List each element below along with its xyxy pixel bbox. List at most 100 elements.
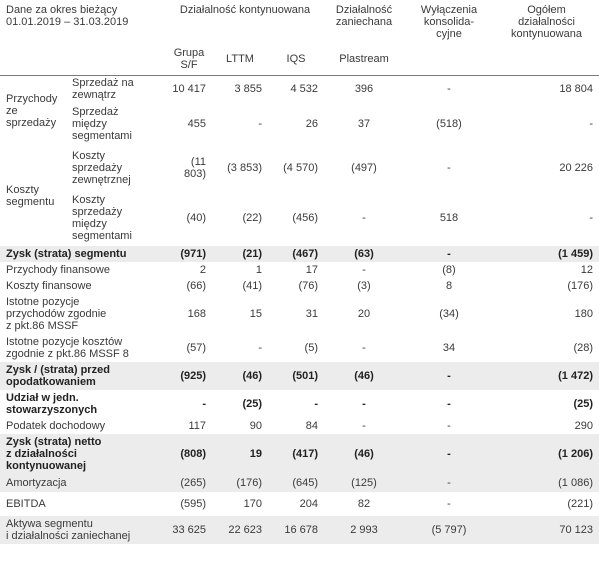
row-label: Przychody finansowe bbox=[6, 263, 110, 276]
cell-grupa: (265) bbox=[166, 473, 212, 492]
cell-plastream: - bbox=[362, 419, 366, 432]
cell-iqs: 84 bbox=[305, 419, 318, 432]
table-row: Koszty segmentu Koszty sprzedaży zewnętrznej… bbox=[0, 146, 599, 208]
cell-total: 290 bbox=[574, 419, 593, 432]
cell-eliminations: - bbox=[447, 497, 451, 510]
cell-grupa: 455 bbox=[187, 117, 206, 130]
cell-total: (176) bbox=[567, 279, 593, 292]
cell-lttm: (46) bbox=[212, 361, 268, 390]
row-label: Sprzedaż między segmentami bbox=[72, 105, 132, 142]
table-row: Zysk (strata) segmentu (971) (21) (467) (63)… bbox=[0, 245, 599, 262]
cell-grupa: 10 417 bbox=[172, 82, 206, 95]
cell-lttm: 170 bbox=[243, 497, 262, 510]
table-row: Przychody finansowe 2 1 17 - (8) 12 bbox=[0, 262, 599, 278]
cell-eliminations: - bbox=[447, 82, 451, 95]
cell-grupa: 2 bbox=[199, 263, 206, 276]
cell-iqs: (456) bbox=[292, 211, 318, 224]
cell-grupa: (40) bbox=[186, 211, 206, 224]
cell-eliminations: (518) bbox=[436, 117, 462, 130]
cell-total: 20 226 bbox=[559, 161, 593, 174]
row-label: Zysk / (strata) przed opodatkowaniem bbox=[0, 361, 166, 390]
cell-iqs: 17 bbox=[305, 263, 318, 276]
table-row: Zysk (strata) netto z działalności kontynu… bbox=[0, 433, 599, 474]
cell-plastream: (46) bbox=[324, 361, 404, 390]
cell-total: - bbox=[589, 117, 593, 130]
cell-eliminations: - bbox=[447, 161, 451, 174]
table-row: Podatek dochodowy 117 90 84 - - 290 bbox=[0, 418, 599, 434]
cell-eliminations: (8) bbox=[442, 263, 456, 276]
cell-plastream: (3) bbox=[357, 279, 371, 292]
period-line1: Dane za okres bieżący bbox=[6, 4, 118, 16]
cell-grupa: (971) bbox=[166, 245, 212, 262]
total-header: Ogółem działalności kontynuowana bbox=[511, 4, 582, 40]
table-row: Sprzedaż między segmentami 455 - 26 37 (518) - bbox=[0, 102, 599, 146]
cell-eliminations: 518 bbox=[439, 211, 459, 224]
cell-total: (1 086) bbox=[494, 473, 599, 492]
cell-plastream: 20 bbox=[357, 307, 371, 320]
cell-total: 180 bbox=[574, 307, 593, 320]
cell-lttm: 15 bbox=[249, 307, 262, 320]
cell-lttm: 1 bbox=[255, 263, 262, 276]
cell-iqs: 4 532 bbox=[290, 82, 318, 95]
cell-lttm: - bbox=[258, 117, 262, 130]
row-label: Zysk (strata) netto z działalności kontynu… bbox=[0, 433, 166, 474]
cell-grupa: 168 bbox=[187, 307, 206, 320]
cell-plastream: 37 bbox=[357, 117, 371, 130]
cell-grupa: (66) bbox=[186, 279, 206, 292]
table-row: Koszty sprzedaży między segmentami (40) (22) (… bbox=[0, 190, 599, 246]
cell-plastream: - bbox=[362, 211, 366, 224]
group-label-costs: Koszty segmentu bbox=[6, 183, 55, 208]
table-row: Koszty finansowe (66) (41) (76) (3) 8 (176) bbox=[0, 278, 599, 294]
cell-eliminations: - bbox=[447, 419, 451, 432]
cell-eliminations: - bbox=[404, 433, 494, 474]
cell-plastream: - bbox=[362, 397, 366, 410]
row-label: Podatek dochodowy bbox=[6, 419, 106, 432]
cell-iqs: (645) bbox=[268, 473, 324, 492]
cell-iqs: (417) bbox=[268, 433, 324, 474]
row-label: Istotne pozycje kosztów zgodnie z pkt.86 … bbox=[6, 335, 129, 360]
row-label: Koszty sprzedaży między segmentami bbox=[72, 193, 132, 242]
cell-total: (1 459) bbox=[494, 245, 599, 262]
cell-lttm: (41) bbox=[242, 279, 262, 292]
cell-eliminations: 8 bbox=[445, 279, 453, 292]
row-label: Zysk (strata) segmentu bbox=[0, 245, 166, 262]
cell-total: (1 472) bbox=[494, 361, 599, 390]
cell-total: (221) bbox=[567, 497, 593, 510]
cell-total: 12 bbox=[580, 263, 593, 276]
cell-lttm: (21) bbox=[212, 245, 268, 262]
cell-iqs: (76) bbox=[298, 279, 318, 292]
cell-iqs: 16 678 bbox=[268, 515, 324, 544]
cell-iqs: (467) bbox=[268, 245, 324, 262]
cell-plastream: 396 bbox=[354, 82, 374, 95]
cell-eliminations: 34 bbox=[442, 341, 456, 354]
cell-lttm: 22 623 bbox=[212, 515, 268, 544]
row-label: EBITDA bbox=[6, 497, 46, 510]
cell-plastream: - bbox=[362, 263, 366, 276]
continuing-header: Działalność kontynuowana bbox=[179, 4, 311, 16]
cell-plastream: 2 993 bbox=[324, 515, 404, 544]
cell-eliminations: - bbox=[404, 245, 494, 262]
row-label: Sprzedaż na zewnątrz bbox=[72, 76, 134, 101]
cell-iqs: 26 bbox=[305, 117, 318, 130]
row-label: Istotne pozycje przychodów zgodnie z pkt.8… bbox=[6, 295, 107, 332]
cell-lttm: (22) bbox=[242, 211, 262, 224]
cell-eliminations: (34) bbox=[439, 307, 459, 320]
period-line2: 01.01.2019 – 31.03.2019 bbox=[6, 16, 129, 28]
segment-results-table: Dane za okres bieżący 01.01.2019 – 31.03… bbox=[0, 4, 599, 544]
cell-lttm: 19 bbox=[212, 433, 268, 474]
cell-iqs: 31 bbox=[305, 307, 318, 320]
cell-lttm: (3 853) bbox=[227, 161, 262, 174]
table-row: Istotne pozycje przychodów zgodnie z pkt.8… bbox=[0, 294, 599, 334]
col-plastream-header: Plastream bbox=[324, 42, 404, 76]
row-label: Amortyzacja bbox=[0, 473, 166, 492]
cell-plastream: (46) bbox=[324, 433, 404, 474]
cell-grupa: (808) bbox=[166, 433, 212, 474]
cell-lttm: 90 bbox=[249, 419, 262, 432]
row-label: Aktywa segmentu i działalności zaniechane… bbox=[0, 515, 166, 544]
cell-eliminations: - bbox=[447, 397, 451, 410]
cell-lttm: (176) bbox=[212, 473, 268, 492]
discontinued-header: Działalność zaniechana bbox=[335, 4, 393, 28]
cell-grupa: 117 bbox=[188, 419, 206, 432]
cell-total: - bbox=[589, 211, 593, 224]
